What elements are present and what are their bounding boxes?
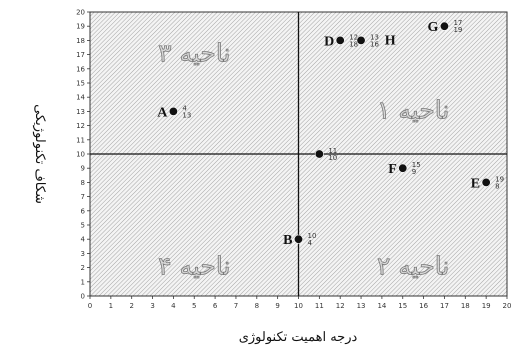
x-tick-label: 10 (294, 302, 303, 310)
data-point-d (335, 35, 345, 45)
y-tick-label: 2 (81, 264, 85, 272)
x-tick-label: 1 (109, 302, 113, 310)
y-tick-label: 12 (76, 122, 85, 130)
x-tick-label: 8 (255, 302, 259, 310)
data-point-f (398, 163, 408, 173)
region-label-bottom-left: ناحیه ۴ (158, 252, 230, 281)
x-tick-label: 16 (419, 302, 428, 310)
data-point-b (293, 234, 303, 244)
data-point-e (481, 177, 491, 187)
y-tick-label: 8 (81, 179, 85, 187)
y-tick-label: 3 (81, 250, 85, 258)
y-tick-label: 7 (81, 193, 85, 201)
point-value-label: 13 (370, 33, 379, 41)
point-value-label: 13 (182, 111, 191, 119)
point-value-label: 19 (453, 26, 462, 34)
y-tick-label: 11 (76, 136, 85, 144)
x-axis-title: درجه اهمیت تکنولوژی (239, 330, 358, 345)
x-tick-label: 19 (482, 302, 491, 310)
point-value-label: 16 (370, 40, 379, 48)
x-tick-label: 4 (171, 302, 176, 310)
region-label-top-left: ناحیه ۳ (158, 39, 230, 68)
region-label-top-right: ناحیه ۱ (377, 95, 449, 124)
y-tick-label: 19 (76, 23, 85, 31)
x-tick-label: 14 (377, 302, 386, 310)
y-tick-label: 4 (81, 236, 86, 244)
x-tick-label: 3 (150, 302, 154, 310)
point-value-label: 4 (308, 239, 313, 247)
point-label-g: G (428, 20, 439, 35)
point-value-label: 10 (308, 232, 317, 240)
point-label-e: E (471, 176, 480, 191)
x-tick-label: 9 (275, 302, 279, 310)
y-tick-label: 17 (76, 51, 85, 59)
point-label-d: D (324, 34, 334, 49)
y-tick-label: 16 (76, 65, 85, 73)
x-tick-label: 17 (440, 302, 449, 310)
x-tick-label: 5 (192, 302, 196, 310)
point-value-label: 9 (412, 168, 416, 176)
x-tick-label: 18 (461, 302, 470, 310)
y-tick-label: 1 (81, 278, 85, 286)
point-value-label: 8 (495, 182, 499, 190)
point-label-a: A (157, 105, 168, 120)
y-tick-label: 5 (81, 222, 85, 230)
x-tick-label: 7 (234, 302, 238, 310)
x-tick-label: 11 (315, 302, 324, 310)
y-tick-label: 6 (81, 207, 86, 215)
point-value-label: 11 (328, 147, 337, 155)
annotation-h: H (385, 34, 396, 49)
region-label-bottom-right: ناحیه ۲ (377, 252, 449, 281)
x-tick-label: 15 (398, 302, 407, 310)
x-tick-label: 2 (129, 302, 133, 310)
x-tick-label: 13 (357, 302, 366, 310)
point-label-b: B (283, 233, 292, 248)
point-value-label: 18 (349, 40, 358, 48)
point-value-label: 4 (182, 104, 187, 112)
y-tick-label: 15 (76, 80, 85, 88)
point-value-label: 17 (453, 19, 462, 27)
point-value-label: 10 (328, 154, 337, 162)
y-tick-label: 18 (76, 37, 85, 45)
y-tick-label: 10 (76, 151, 85, 159)
point-value-label: 12 (349, 33, 358, 41)
point-value-label: 19 (495, 175, 504, 183)
data-point (314, 149, 324, 159)
y-tick-label: 0 (81, 293, 85, 301)
data-point-a (168, 106, 178, 116)
y-tick-label: 9 (81, 165, 85, 173)
point-label-f: F (388, 162, 397, 177)
data-point-g (439, 21, 449, 31)
y-axis-title: شکاف تکنولوژیکی (32, 104, 47, 204)
y-tick-label: 14 (76, 94, 85, 102)
x-tick-label: 6 (213, 302, 218, 310)
point-value-label: 15 (412, 161, 421, 169)
x-tick-label: 12 (336, 302, 345, 310)
y-tick-label: 20 (76, 9, 85, 17)
x-tick-label: 20 (503, 302, 511, 310)
y-tick-label: 13 (76, 108, 85, 116)
x-tick-label: 0 (88, 302, 92, 310)
data-point (356, 35, 366, 45)
